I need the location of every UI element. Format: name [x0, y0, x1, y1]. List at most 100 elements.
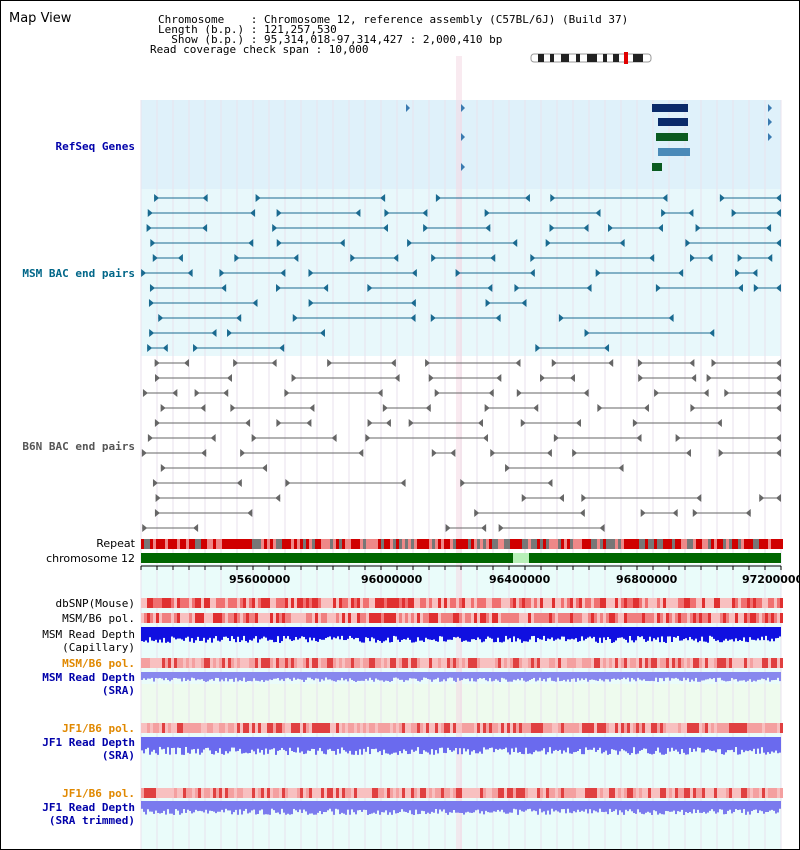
map-view-title: Map View [9, 11, 72, 26]
msm-depth-sra-bar [383, 672, 385, 682]
repeat-segment [207, 539, 210, 549]
repeat-segment [516, 539, 519, 549]
jf1-pol-2-heat [144, 788, 147, 798]
dbsnp-heat [648, 598, 651, 608]
msm-pol-heat [513, 613, 516, 623]
jf1-depth-sra-bar [177, 737, 179, 748]
jf1-pol-2-heat [387, 788, 390, 798]
jf1-pol-heat [327, 723, 330, 733]
msm-depth-sra-bar [541, 672, 543, 681]
dbsnp-heat [189, 598, 192, 608]
bac-end-icon [147, 209, 153, 217]
repeat-segment [603, 539, 606, 549]
jf1-depth-sra-bar [533, 737, 535, 753]
jf1-pol-heat [465, 723, 468, 733]
jf1-depth-sra-bar [649, 737, 651, 754]
jf1-depth-sra-bar [331, 737, 333, 751]
jf1-depth-sra-bar [491, 737, 493, 748]
jf1-depth-sra-bar [273, 737, 275, 749]
jf1-pol-2-heat [522, 788, 525, 798]
jf1-pol-2-heat [195, 788, 198, 798]
msm-depth-capillary-bar [517, 627, 519, 639]
dbsnp-heat [261, 598, 264, 608]
msm-pol-sra-heat [435, 658, 438, 668]
repeat-segment [609, 539, 612, 549]
jf1-pol-2-heat [384, 788, 387, 798]
msm-depth-capillary-bar [427, 627, 429, 640]
bac-end-icon [709, 329, 715, 337]
bac-end-icon [661, 209, 667, 217]
jf1-depth-trim-bar [589, 801, 591, 810]
repeat-segment [633, 539, 636, 549]
jf1-pol-2-heat [180, 788, 183, 798]
dbsnp-heat [303, 598, 306, 608]
msm-depth-capillary-bar [349, 627, 351, 636]
msm-pol-heat [639, 613, 642, 623]
msm-depth-sra-bar [473, 672, 475, 682]
jf1-depth-sra-bar [401, 737, 403, 754]
repeat-segment [147, 539, 150, 549]
msm-depth-capillary-bar [741, 627, 743, 641]
jf1-depth-sra-bar [653, 737, 655, 754]
jf1-pol-heat [480, 723, 483, 733]
jf1-pol-2-heat [717, 788, 720, 798]
jf1-depth-trim-bar [623, 801, 625, 815]
jf1-pol-heat [510, 723, 513, 733]
jf1-depth-trim-bar [293, 801, 295, 809]
repeat-segment [657, 539, 660, 549]
msm-depth-sra-bar [251, 672, 253, 682]
repeat-segment [708, 539, 711, 549]
msm-depth-capillary-bar [453, 627, 455, 638]
jf1-depth-trim-bar [519, 801, 521, 810]
repeat-segment [621, 539, 624, 549]
msm-depth-capillary-bar [439, 627, 441, 637]
bac-end-icon [431, 449, 437, 457]
jf1-pol-2-heat [204, 788, 207, 798]
msm-pol-heat [501, 613, 504, 623]
repeat-segment [210, 539, 213, 549]
msm-pol-sra-heat [567, 658, 570, 668]
msm-depth-capillary-bar [685, 627, 687, 639]
msm-depth-sra-bar [523, 672, 525, 681]
jf1-pol-heat [153, 723, 156, 733]
jf1-pol-2-heat [687, 788, 690, 798]
msm-depth-sra-bar [477, 672, 479, 680]
msm-depth-capillary-bar [243, 627, 245, 636]
jf1-pol-heat [597, 723, 600, 733]
repeat-segment [540, 539, 543, 549]
msm-pol-heat [690, 613, 693, 623]
jf1-depth-sra-bar [551, 737, 553, 754]
jf1-depth-trim-bar [591, 801, 593, 814]
msm-bac-label: MSM BAC end pairs [22, 267, 135, 280]
jf1-depth-sra-bar [483, 737, 485, 748]
jf1-depth-sra-bar [461, 737, 463, 755]
repeat-segment [321, 539, 324, 549]
msm-depth-capillary-bar [553, 627, 555, 641]
jf1-depth-sra-bar [597, 737, 599, 751]
bac-end-icon [657, 224, 663, 232]
msm-pol-sra-heat [444, 658, 447, 668]
repeat-segment [294, 539, 297, 549]
repeat-segment [318, 539, 321, 549]
dbsnp-heat [315, 598, 318, 608]
dbsnp-heat [282, 598, 285, 608]
jf1-depth-trim-bar [197, 801, 199, 812]
msm-depth-capillary-bar [369, 627, 371, 642]
jf1-depth-sra-bar [717, 737, 719, 750]
jf1-depth-trim-bar [655, 801, 657, 812]
jf1-pol-2-heat [156, 788, 159, 798]
jf1-depth-sra-bar [713, 737, 715, 751]
msm-depth-sra-bar [411, 672, 413, 679]
jf1-pol-2-heat [648, 788, 651, 798]
msm-depth-capillary-bar [711, 627, 713, 637]
dbsnp-heat [471, 598, 474, 608]
msm-depth-capillary-bar [571, 627, 573, 639]
bac-end-icon [146, 224, 152, 232]
jf1-depth-trim-bar [359, 801, 361, 810]
msm-depth-capillary-bar [149, 627, 151, 638]
bac-end-icon [142, 524, 148, 532]
msm-pol-heat [762, 613, 765, 623]
msm-pol-sra-heat [192, 658, 195, 668]
msm-depth-sra-bar [145, 672, 147, 680]
